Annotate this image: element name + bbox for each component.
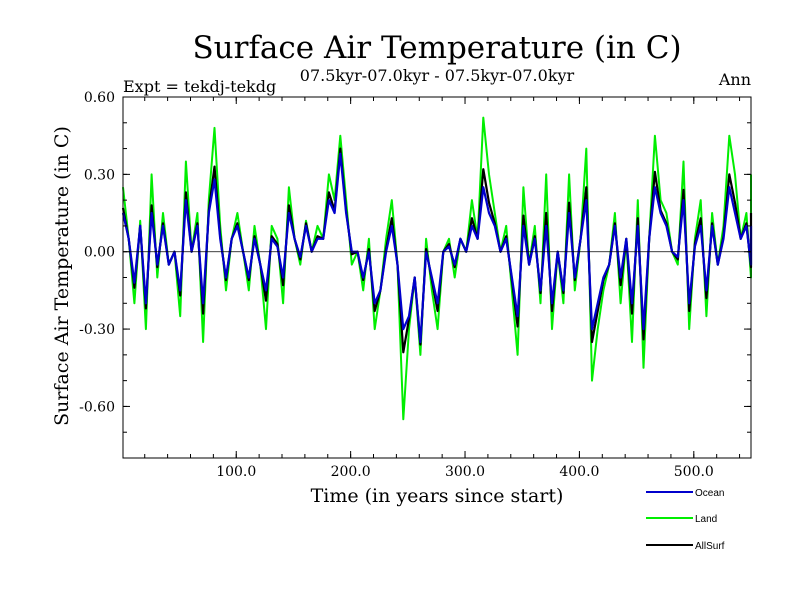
legend-label-allsurf: AllSurf bbox=[695, 541, 725, 552]
legend: Ocean Land AllSurf bbox=[646, 488, 725, 552]
series-line-ocean bbox=[121, 152, 753, 344]
legend-label-land: Land bbox=[695, 514, 717, 525]
plot-area: 0.60 0.30 0.00 -0.30 -0.60 100.0 200.0 300.0 40… bbox=[79, 90, 753, 480]
y-axis-label: Surface Air Temperature (in C) bbox=[51, 126, 73, 426]
x-tick-label: 500.0 bbox=[674, 464, 714, 480]
x-tick-label: 300.0 bbox=[445, 464, 485, 480]
y-tick-label: -0.60 bbox=[79, 399, 115, 415]
legend-label-ocean: Ocean bbox=[695, 488, 724, 499]
y-tick-label: -0.30 bbox=[79, 322, 115, 338]
series-line-land bbox=[122, 116, 752, 421]
chart-subtitle: 07.5kyr-07.0kyr - 07.5kyr-07.0kyr bbox=[300, 66, 575, 85]
y-tick-label: 0.30 bbox=[84, 167, 115, 183]
expt-label: Expt = tekdj-tekdg bbox=[123, 77, 276, 96]
y-axis: 0.60 0.30 0.00 -0.30 -0.60 bbox=[79, 90, 751, 459]
y-tick-label: 0.60 bbox=[84, 90, 115, 106]
y-tick-label: 0.00 bbox=[84, 245, 115, 261]
series-group bbox=[121, 116, 753, 421]
x-axis: 100.0 200.0 300.0 400.0 500.0 bbox=[144, 97, 741, 480]
chart-title: Surface Air Temperature (in C) bbox=[192, 30, 681, 66]
x-tick-label: 400.0 bbox=[559, 464, 599, 480]
period-label: Ann bbox=[718, 70, 751, 89]
x-axis-label: Time (in years since start) bbox=[311, 485, 564, 507]
x-tick-label: 200.0 bbox=[331, 464, 371, 480]
x-tick-label: 100.0 bbox=[216, 464, 256, 480]
